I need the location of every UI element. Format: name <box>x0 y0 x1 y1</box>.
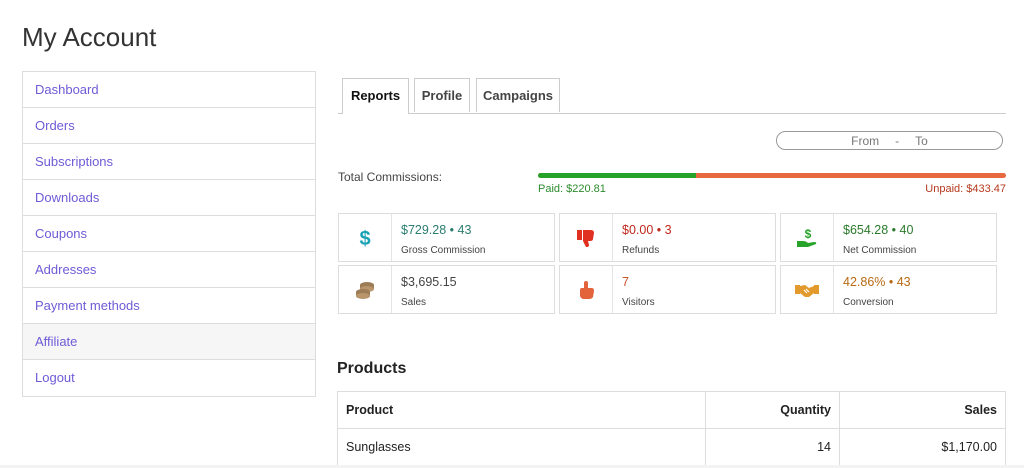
handshake-icon <box>781 266 834 313</box>
stat-card-sales: $3,695.15 Sales <box>338 265 555 314</box>
sales-cell: $1,170.00 <box>839 428 1006 466</box>
products-table: Product Quantity Sales Sunglasses 14 $1,… <box>337 391 1006 466</box>
stat-card-net-commission: $ $654.28 • 40 Net Commission <box>780 213 997 262</box>
commission-progress-bar <box>538 173 1006 178</box>
svg-text:$: $ <box>805 227 812 241</box>
stat-value: $654.28 • 40 <box>843 223 914 237</box>
date-range-picker[interactable]: From - To <box>776 131 1003 150</box>
sidebar-item-downloads[interactable]: Downloads <box>23 180 315 216</box>
sidebar-item-payment-methods[interactable]: Payment methods <box>23 288 315 324</box>
sidebar-item-affiliate[interactable]: Affiliate <box>23 324 315 360</box>
column-header-quantity[interactable]: Quantity <box>705 391 840 429</box>
page-title: My Account <box>22 22 157 52</box>
pointing-hand-icon <box>560 266 613 313</box>
tab-profile[interactable]: Profile <box>414 78 470 112</box>
date-to-label: To <box>915 133 928 148</box>
products-heading: Products <box>337 360 407 377</box>
stat-value: $0.00 • 3 <box>622 223 672 237</box>
stat-label: Refunds <box>622 245 660 256</box>
stat-card-visitors: 7 Visitors <box>559 265 776 314</box>
column-header-product[interactable]: Product <box>337 391 706 429</box>
stat-value: 42.86% • 43 <box>843 275 911 289</box>
sidebar-item-logout[interactable]: Logout <box>35 370 75 385</box>
product-name-cell: Sunglasses <box>337 428 706 466</box>
stat-value: $3,695.15 <box>401 275 457 289</box>
stat-card-refunds: $0.00 • 3 Refunds <box>559 213 776 262</box>
sidebar-item-coupons[interactable]: Coupons <box>23 216 315 252</box>
stat-card-gross-commission: $ $729.28 • 43 Gross Commission <box>338 213 555 262</box>
sidebar-item-addresses[interactable]: Addresses <box>23 252 315 288</box>
paid-portion <box>538 173 696 178</box>
stat-value: $729.28 • 43 <box>401 223 472 237</box>
date-from-label: From <box>851 133 880 148</box>
money-hand-icon: $ <box>781 214 834 261</box>
paid-amount: Paid: $220.81 <box>538 183 606 195</box>
stat-label: Gross Commission <box>401 245 486 256</box>
thumbs-down-icon <box>560 214 613 261</box>
stat-card-conversion: 42.86% • 43 Conversion <box>780 265 997 314</box>
table-row: Sunglasses 14 $1,170.00 <box>337 428 1006 466</box>
stat-label: Visitors <box>622 297 655 308</box>
sidebar-item-dashboard[interactable]: Dashboard <box>23 72 315 108</box>
sidebar-item-orders[interactable]: Orders <box>23 108 315 144</box>
svg-text:$: $ <box>359 228 370 249</box>
stat-value: 7 <box>622 275 629 289</box>
stat-label: Conversion <box>843 297 894 308</box>
date-separator: - <box>895 133 900 148</box>
account-navigation: Dashboard Orders Subscriptions Downloads… <box>22 71 316 397</box>
quantity-cell: 14 <box>705 428 840 466</box>
column-header-sales[interactable]: Sales <box>839 391 1006 429</box>
table-header-row: Product Quantity Sales <box>337 391 1006 429</box>
dollar-icon: $ <box>339 214 392 261</box>
unpaid-amount: Unpaid: $433.47 <box>925 183 1006 195</box>
tab-campaigns[interactable]: Campaigns <box>476 78 560 112</box>
tab-reports[interactable]: Reports <box>342 78 409 114</box>
stat-label: Net Commission <box>843 245 917 256</box>
tab-bar: Reports Profile Campaigns <box>338 78 1006 114</box>
coins-icon <box>339 266 392 313</box>
sidebar-item-subscriptions[interactable]: Subscriptions <box>23 144 315 180</box>
total-commissions-label: Total Commissions: <box>338 170 443 184</box>
page-bottom-edge <box>0 465 1024 468</box>
stat-label: Sales <box>401 297 427 308</box>
